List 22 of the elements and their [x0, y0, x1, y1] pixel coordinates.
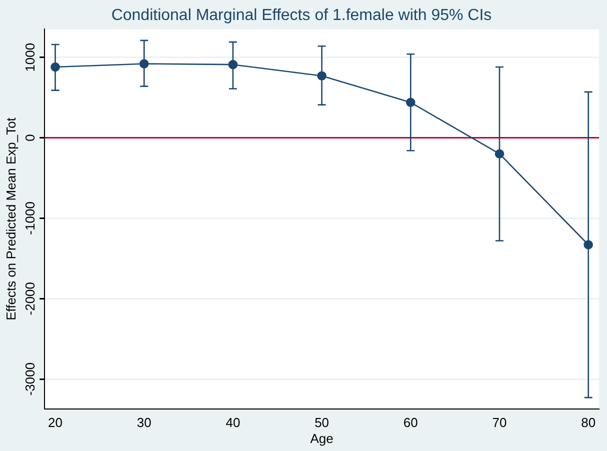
- x-tick-label: 60: [403, 415, 418, 430]
- y-axis-title: Effects on Predicted Mean Exp_Tot: [3, 117, 18, 320]
- point: [406, 98, 416, 108]
- y-tick-label: -1000: [22, 202, 38, 235]
- y-tick-label: 0: [22, 134, 38, 142]
- point: [228, 60, 238, 70]
- chart-title: Conditional Marginal Effects of 1.female with 95% CIs: [111, 7, 492, 24]
- x-tick-label: 50: [314, 415, 330, 430]
- y-tick-label: 1000: [22, 42, 38, 72]
- x-tick-label: 20: [48, 415, 62, 430]
- point: [317, 71, 326, 80]
- point: [50, 62, 60, 72]
- x-tick-label: 40: [226, 415, 240, 430]
- point: [139, 59, 149, 68]
- x-axis-title: Age: [310, 430, 334, 446]
- x-tick-label: 80: [581, 415, 596, 430]
- y-tick-label: -3000: [22, 362, 38, 396]
- y-tick-label: -2000: [22, 282, 38, 316]
- x-tick-label: 30: [136, 415, 152, 430]
- point: [494, 149, 504, 159]
- point: [584, 240, 593, 250]
- x-tick-label: 70: [492, 415, 507, 430]
